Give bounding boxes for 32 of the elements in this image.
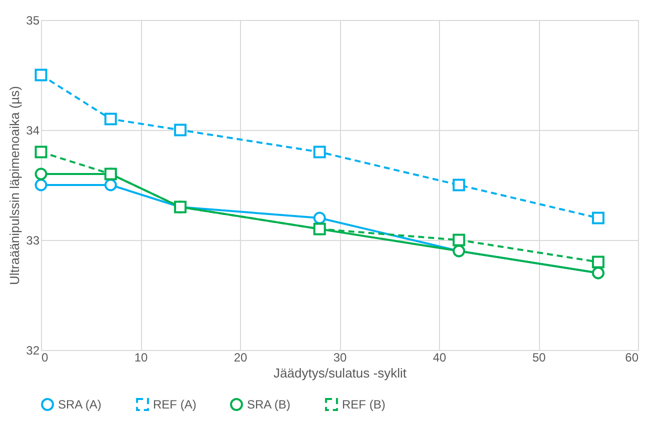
point bbox=[34, 68, 48, 82]
x-tick-label: 0 bbox=[42, 350, 48, 364]
x-tick-label: 50 bbox=[532, 350, 546, 364]
x-tick-label: 20 bbox=[234, 350, 248, 364]
point bbox=[592, 256, 604, 268]
point bbox=[452, 234, 466, 246]
point bbox=[104, 178, 117, 192]
point bbox=[104, 168, 117, 180]
x-tick-label: 30 bbox=[333, 350, 347, 364]
y-axis-title: Ultraäänipulssin läpimenoaika (µs) bbox=[7, 86, 22, 285]
legend-label: SRA (A) bbox=[58, 398, 102, 412]
point bbox=[313, 146, 326, 158]
point bbox=[592, 212, 604, 224]
legend-label: SRA (B) bbox=[247, 398, 290, 412]
legend-label: REF (A) bbox=[153, 398, 196, 412]
point bbox=[313, 212, 326, 224]
point bbox=[452, 178, 466, 192]
point bbox=[34, 178, 48, 192]
x-axis-title: Jäädytys/sulatus -syklit bbox=[274, 366, 407, 380]
y-tick-label: 33 bbox=[26, 234, 40, 248]
point bbox=[174, 124, 187, 136]
x-tick-label: 10 bbox=[134, 350, 148, 364]
x-tick-label: 40 bbox=[432, 350, 446, 364]
x-tick-label: 60 bbox=[625, 350, 639, 364]
y-tick-label: 32 bbox=[26, 344, 40, 358]
point bbox=[313, 222, 326, 236]
point bbox=[34, 168, 48, 180]
legend-label: REF (B) bbox=[342, 398, 386, 412]
y-tick-label: 34 bbox=[26, 124, 40, 138]
y-tick-label: 35 bbox=[26, 14, 40, 28]
point bbox=[104, 112, 117, 126]
point bbox=[34, 146, 48, 158]
